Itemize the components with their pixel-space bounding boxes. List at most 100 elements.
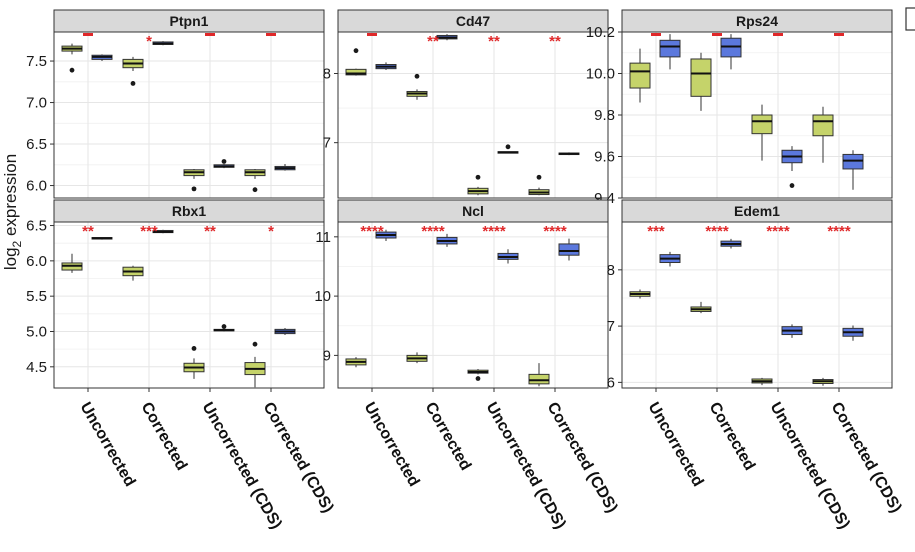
significance-label: ****: [360, 223, 384, 240]
y-axis-title-main: log: [1, 247, 20, 270]
box-corrected-group2: [436, 34, 458, 41]
box-uncorrected-group1: [345, 48, 367, 76]
panel-title: Edem1: [734, 203, 780, 219]
box-body: [629, 62, 651, 89]
y-tick-label: 6.5: [26, 136, 47, 153]
y-tick-label: 5.0: [26, 323, 47, 340]
significance-label: ****: [482, 223, 506, 240]
y-tick-label: 9.8: [594, 107, 615, 124]
box-corrected-cds--group1: [812, 106, 834, 163]
box-corrected-group2: [152, 229, 174, 234]
x-tick-label: Corrected: [138, 400, 191, 474]
box-outlier: [475, 174, 481, 180]
box-uncorrected-group1: [61, 43, 83, 73]
box-body: [659, 39, 681, 58]
y-tick-label: 5.5: [26, 288, 47, 305]
box-uncorrected-group2: [375, 229, 397, 241]
y-tick-label: 6.0: [26, 253, 47, 270]
box-uncorrected-cds--group1: [751, 377, 773, 386]
box-corrected-cds--group1: [812, 377, 834, 386]
panel-border: [337, 31, 609, 199]
box-outlier: [414, 73, 420, 79]
y-axis-title-rest: expression: [1, 154, 20, 241]
legend-edge: [905, 7, 915, 31]
significance-label: **: [549, 33, 561, 50]
significance-label: ***: [647, 223, 665, 240]
y-tick-label: 4.5: [26, 359, 47, 376]
box-body: [812, 114, 834, 137]
panel-title: Rps24: [736, 13, 778, 29]
significance-label: **: [427, 33, 439, 50]
box-corrected-group1: [122, 265, 144, 281]
panel-cd47: Cd47 7 8 ** ** **: [323, 9, 609, 199]
box-uncorrected-cds--group1: [467, 369, 489, 381]
y-tick-label: 7.5: [26, 53, 47, 70]
panel-border: [53, 31, 325, 199]
box-uncorrected-group2: [659, 251, 681, 267]
panel-title: Ptpn1: [170, 13, 209, 29]
box-uncorrected-group1: [61, 253, 83, 273]
box-uncorrected-group2: [91, 54, 113, 62]
box-uncorrected-group1: [629, 48, 651, 103]
y-tick-label: 8: [607, 262, 615, 279]
box-body: [528, 373, 550, 385]
box-uncorrected-cds--group1: [467, 174, 489, 196]
x-tick-label: Corrected: [422, 400, 475, 474]
x-tick-label: Corrected: [706, 400, 759, 474]
y-axis-title: log2 expression: [1, 154, 24, 270]
box-corrected-cds--group1: [244, 341, 266, 388]
panel-title: Cd47: [456, 13, 490, 29]
box-corrected-cds--group2: [842, 150, 864, 190]
box-body: [842, 153, 864, 170]
box-outlier: [252, 341, 258, 347]
box-corrected-cds--group2: [558, 238, 580, 261]
box-outlier: [252, 187, 258, 193]
panel-title: Rbx1: [172, 203, 206, 219]
box-outlier: [475, 376, 481, 381]
box-corrected-cds--group2: [558, 152, 580, 156]
x-tick-label: Uncorrected: [361, 400, 423, 490]
y-tick-label: 11: [315, 229, 331, 246]
box-corrected-group1: [122, 56, 144, 86]
box-corrected-group2: [720, 34, 742, 70]
box-uncorrected-cds--group2: [497, 249, 519, 264]
panel-border: [621, 31, 893, 199]
y-tick-label: 7.0: [26, 95, 47, 112]
box-uncorrected-cds--group2: [213, 324, 235, 332]
box-uncorrected-group2: [375, 62, 397, 71]
y-axis-title-sub: 2: [10, 240, 24, 247]
box-body: [720, 37, 742, 58]
y-tick-label: 7: [323, 135, 331, 152]
box-outlier: [191, 186, 197, 192]
box-corrected-cds--group1: [528, 363, 550, 387]
panel-plot-area: [622, 222, 892, 388]
box-corrected-group1: [406, 73, 428, 100]
box-outlier: [191, 346, 197, 351]
panel-plot-area: [54, 222, 324, 388]
box-uncorrected-group1: [629, 289, 651, 299]
box-uncorrected-group2: [659, 34, 681, 70]
significance-label: *: [146, 33, 152, 50]
y-tick-label: 6.0: [26, 178, 47, 195]
panel-border: [53, 221, 325, 389]
significance-label: ****: [543, 223, 567, 240]
panel-ptpn1: Ptpn1 6.0 6.5 7.0 7.5 *: [26, 9, 325, 199]
panel-plot-area: [338, 32, 608, 198]
significance-label: ****: [421, 223, 445, 240]
box-uncorrected-group1: [345, 357, 367, 368]
panel-border: [337, 221, 609, 389]
box-uncorrected-cds--group2: [213, 159, 235, 169]
box-corrected-cds--group1: [528, 174, 550, 196]
y-tick-label: 8: [323, 66, 331, 83]
significance-label: **: [204, 223, 216, 240]
box-corrected-group1: [406, 352, 428, 364]
y-tick-label: 10.0: [586, 66, 615, 83]
box-corrected-cds--group2: [274, 163, 296, 171]
box-uncorrected-cds--group2: [497, 144, 519, 154]
box-uncorrected-cds--group1: [751, 104, 773, 161]
box-corrected-group2: [720, 238, 742, 249]
